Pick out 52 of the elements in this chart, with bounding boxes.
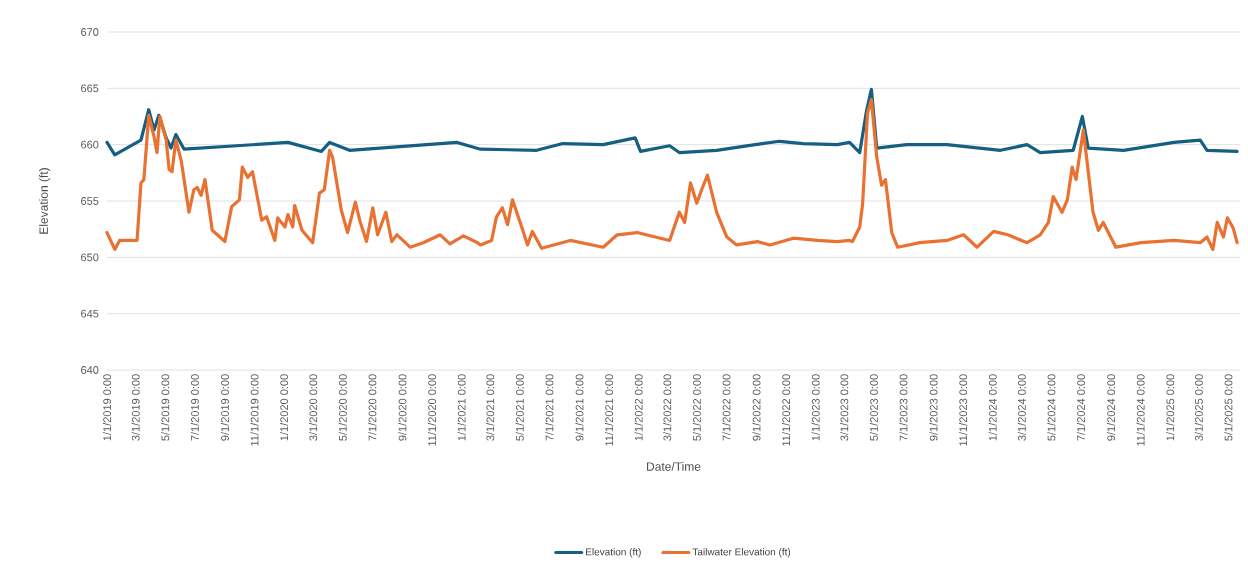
x-tick-label: 11/1/2022 0:00	[781, 374, 791, 446]
y-tick-label: 655	[81, 197, 99, 205]
x-tick-label: 9/1/2022 0:00	[752, 374, 761, 441]
x-tick-label: 5/1/2025 0:00	[1224, 374, 1233, 441]
y-tick-label: 670	[81, 28, 99, 36]
x-axis-title: Date/Time	[647, 461, 701, 471]
x-tick-label: 1/1/2022 0:00	[634, 374, 643, 441]
line-series	[105, 98, 1239, 252]
x-tick-label: 11/1/2023 0:00	[959, 374, 968, 446]
x-tick-label: 11/1/2024 0:00	[1136, 374, 1145, 446]
x-tick-label: 7/1/2023 0:00	[899, 374, 908, 441]
x-tick-label: 7/1/2020 0:00	[368, 374, 377, 441]
y-tick-label: 665	[81, 84, 99, 93]
x-tick-label: 7/1/2021 0:00	[545, 374, 554, 441]
x-tick-label: 11/1/2021 0:00	[604, 374, 614, 446]
x-tick-label: 5/1/2020 0:00	[338, 374, 347, 441]
x-tick-label: 3/1/2023 0:00	[840, 374, 849, 441]
x-tick-label: 1/1/2019 0:00	[102, 374, 112, 441]
x-tick-label: 5/1/2022 0:00	[692, 374, 701, 441]
x-tick-label: 3/1/2025 0:00	[1194, 374, 1203, 441]
y-tick-label: 650	[81, 253, 99, 262]
x-tick-label: 3/1/2020 0:00	[309, 374, 318, 441]
x-tick-label: 11/1/2019 0:00	[250, 374, 259, 446]
x-tick-label: 5/1/2024 0:00	[1047, 374, 1056, 441]
x-tick-label: 5/1/2023 0:00	[869, 374, 878, 441]
legend-label: Elevation (ft)	[586, 548, 641, 558]
x-tick-label: 11/1/2020 0:00	[427, 374, 437, 446]
line-series	[105, 87, 1239, 157]
y-tick-label: 660	[81, 140, 99, 149]
x-tick-label: 9/1/2019 0:00	[220, 374, 229, 441]
y-axis-title: Elevation (ft)	[39, 168, 51, 234]
x-tick-label: 9/1/2024 0:00	[1106, 374, 1116, 441]
x-tick-label: 1/1/2023 0:00	[811, 374, 820, 441]
x-tick-label: 3/1/2024 0:00	[1017, 374, 1026, 441]
x-tick-label: 5/1/2019 0:00	[161, 374, 170, 441]
x-tick-label: 5/1/2021 0:00	[515, 374, 524, 441]
x-tick-label: 1/1/2021 0:00	[457, 374, 466, 441]
x-tick-label: 3/1/2021 0:00	[486, 374, 495, 441]
x-tick-label: 1/1/2020 0:00	[280, 374, 289, 441]
x-tick-label: 7/1/2024 0:00	[1076, 374, 1085, 441]
x-tick-label: 1/1/2025 0:00	[1166, 374, 1175, 441]
y-tick-label: 640	[81, 366, 99, 374]
x-tick-label: 1/1/2024 0:00	[988, 374, 997, 441]
x-tick-label: 7/1/2022 0:00	[722, 374, 731, 441]
x-tick-label: 3/1/2019 0:00	[131, 374, 140, 441]
x-tick-label: 9/1/2023 0:00	[929, 374, 938, 441]
y-tick-label: 645	[81, 309, 99, 318]
x-tick-label: 9/1/2021 0:00	[575, 374, 584, 441]
x-tick-label: 3/1/2022 0:00	[663, 374, 672, 441]
x-tick-label: 9/1/2020 0:00	[398, 374, 407, 441]
legend-label: Tailwater Elevation (ft)	[692, 548, 791, 558]
x-tick-label: 7/1/2019 0:00	[190, 374, 199, 441]
